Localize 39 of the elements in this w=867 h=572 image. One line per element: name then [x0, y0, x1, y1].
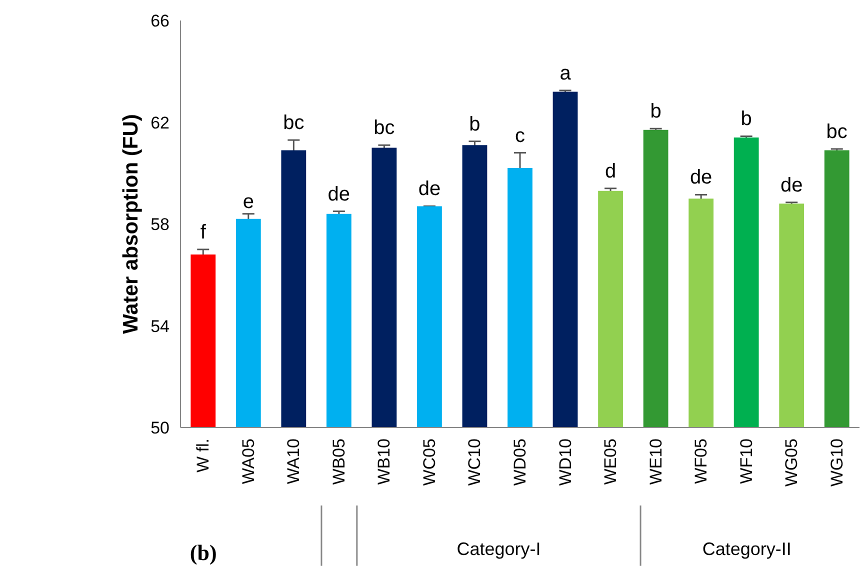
y-axis-title: Water absorption (FU): [120, 114, 143, 334]
data-label: bc: [374, 117, 395, 140]
y-tick-label: 66: [150, 12, 170, 30]
data-label: b: [740, 108, 752, 130]
y-tick-label: 62: [150, 113, 170, 132]
data-label: de: [328, 183, 350, 206]
x-tick-label: WB05: [329, 438, 348, 485]
x-tick-label: WC10: [465, 438, 484, 486]
x-tick-label: W fl.: [194, 438, 213, 472]
text: Category-II: [702, 539, 792, 560]
x-tick-label: WD05: [510, 438, 530, 486]
text: Category-I: [456, 539, 541, 560]
data-label: de: [780, 174, 803, 196]
x-tick-label: WF05: [692, 438, 711, 484]
x-tick-label: WC05: [420, 438, 439, 486]
x-tick-label: WA10: [284, 438, 304, 484]
data-label: d: [604, 160, 616, 182]
y-tick-label: 50: [150, 418, 170, 438]
data-label: e: [242, 190, 254, 213]
data-label: de: [690, 166, 712, 189]
data-label: de: [418, 178, 441, 200]
data-label: bc: [826, 120, 848, 143]
x-tick-label: WE10: [646, 438, 666, 485]
x-tick-label: WD10: [556, 438, 575, 486]
text: (b): [190, 540, 217, 565]
data-label: b: [469, 113, 480, 136]
data-label: b: [650, 100, 662, 123]
x-tick-label: WE05: [601, 438, 620, 485]
x-tick-label: WB10: [374, 438, 394, 485]
x-tick-label: WG10: [827, 438, 846, 487]
data-label: bc: [283, 112, 304, 134]
y-tick-label: 54: [150, 316, 170, 336]
x-tick-label: WA05: [238, 438, 258, 484]
x-tick-label: WG05: [782, 438, 802, 487]
data-label: c: [515, 124, 525, 147]
data-label: a: [560, 62, 572, 84]
data-label: f: [200, 221, 206, 244]
x-tick-label: WF10: [736, 438, 756, 484]
y-tick-label: 58: [150, 215, 170, 234]
